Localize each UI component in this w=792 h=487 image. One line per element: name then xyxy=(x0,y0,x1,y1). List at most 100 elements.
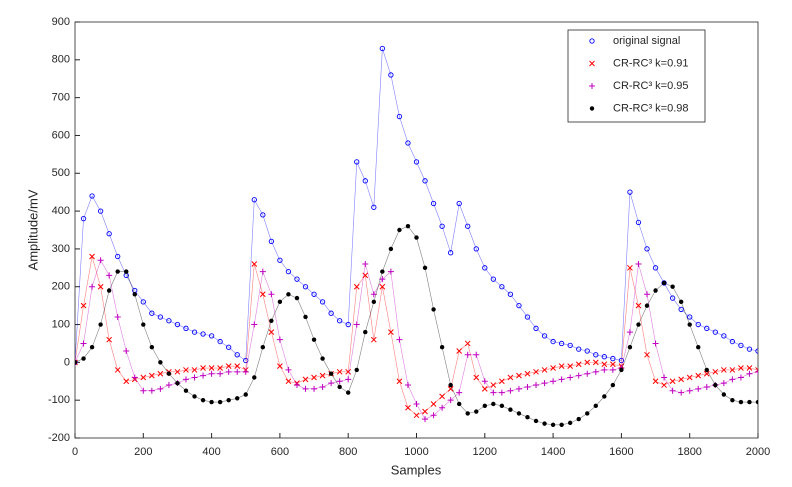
point xyxy=(525,415,530,420)
legend-label: CR-RC³ k=0.98 xyxy=(613,102,689,114)
point xyxy=(610,361,616,368)
x-tick-label: 200 xyxy=(134,446,152,458)
point xyxy=(353,321,360,328)
point xyxy=(208,365,215,371)
point xyxy=(678,306,684,313)
point xyxy=(319,299,326,305)
point xyxy=(396,113,403,120)
point xyxy=(80,216,87,222)
point xyxy=(75,359,78,366)
point xyxy=(695,385,702,392)
point xyxy=(747,399,752,405)
point xyxy=(635,261,642,268)
point xyxy=(524,383,531,390)
point xyxy=(80,302,87,309)
point xyxy=(294,276,300,282)
point xyxy=(98,322,103,327)
point xyxy=(175,380,180,386)
point xyxy=(157,314,164,320)
point xyxy=(268,291,275,298)
point xyxy=(114,313,121,320)
point xyxy=(157,385,164,392)
point xyxy=(123,348,130,355)
point xyxy=(243,392,248,397)
point xyxy=(81,356,86,361)
point xyxy=(422,265,428,271)
point xyxy=(345,321,351,328)
point xyxy=(277,257,283,263)
point xyxy=(644,303,650,308)
point xyxy=(148,372,155,379)
point xyxy=(285,366,292,373)
point xyxy=(473,374,480,381)
point xyxy=(252,375,257,380)
point xyxy=(482,265,488,271)
x-tick-label: 1400 xyxy=(541,446,565,458)
point xyxy=(558,340,565,347)
point xyxy=(430,200,437,207)
legend-label: original signal xyxy=(613,35,680,47)
point xyxy=(464,340,471,347)
point xyxy=(738,399,744,405)
y-tick-label: 300 xyxy=(52,243,70,255)
point xyxy=(337,384,342,390)
point xyxy=(755,368,758,375)
point xyxy=(115,269,120,274)
point xyxy=(720,367,727,373)
point xyxy=(456,200,462,207)
point xyxy=(712,329,718,335)
point xyxy=(320,356,325,361)
point xyxy=(490,382,497,388)
point xyxy=(140,299,146,305)
point xyxy=(191,374,198,381)
point xyxy=(481,378,488,385)
point xyxy=(609,366,616,373)
point xyxy=(174,321,181,328)
point xyxy=(422,416,429,423)
point xyxy=(319,372,326,379)
point xyxy=(644,291,651,298)
x-tick-label: 400 xyxy=(202,446,220,458)
point xyxy=(140,374,147,381)
point xyxy=(567,420,573,426)
point xyxy=(89,345,95,350)
point xyxy=(158,360,163,365)
point xyxy=(191,367,198,373)
y-tick-label: -200 xyxy=(48,432,70,444)
point xyxy=(670,284,675,289)
point xyxy=(362,178,368,184)
point xyxy=(106,272,113,279)
point xyxy=(755,348,758,354)
point xyxy=(387,268,394,275)
point xyxy=(618,357,625,364)
point xyxy=(687,322,692,327)
point xyxy=(328,380,335,387)
point xyxy=(328,371,334,376)
point xyxy=(149,345,155,350)
point xyxy=(277,299,283,305)
point xyxy=(354,159,360,165)
y-tick-label: 100 xyxy=(52,318,70,330)
point xyxy=(589,106,595,111)
point xyxy=(482,403,487,409)
point xyxy=(584,348,590,354)
point xyxy=(268,238,275,244)
point xyxy=(473,246,479,252)
point xyxy=(414,235,419,240)
point xyxy=(746,370,753,377)
y-tick-label: 200 xyxy=(52,281,70,293)
point xyxy=(379,283,386,290)
point xyxy=(516,302,522,309)
point xyxy=(89,253,95,260)
point xyxy=(686,387,693,394)
point xyxy=(465,411,470,416)
point xyxy=(345,376,352,383)
point xyxy=(576,346,582,352)
point xyxy=(524,314,531,320)
point xyxy=(353,283,360,290)
point xyxy=(183,388,189,393)
point xyxy=(696,345,701,350)
point xyxy=(75,360,78,365)
point xyxy=(635,219,642,226)
point xyxy=(669,295,676,301)
